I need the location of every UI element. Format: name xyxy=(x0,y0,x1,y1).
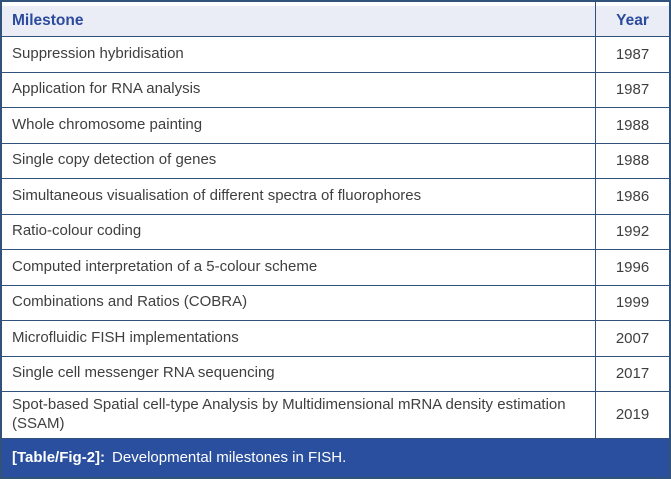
year-cell: 1999 xyxy=(595,285,669,320)
column-header-year: Year xyxy=(595,6,669,36)
milestone-cell: Single copy detection of genes xyxy=(12,151,217,169)
milestone-cell: Microfluidic FISH implementations xyxy=(12,328,239,346)
year-cell: 1987 xyxy=(595,72,669,107)
year-cell: 1988 xyxy=(595,143,669,178)
caption-label: [Table/Fig-2]: xyxy=(12,449,106,467)
table-row: Microfluidic FISH implementations 2007 xyxy=(2,321,669,357)
table-top-spacer xyxy=(2,2,669,6)
table-row: Application for RNA analysis 1987 xyxy=(2,72,669,108)
year-cell: 1996 xyxy=(595,250,669,285)
milestone-cell: Single cell messenger RNA sequencing xyxy=(12,364,275,382)
milestone-cell: Spot-based Spatial cell-type Analysis by… xyxy=(12,396,566,432)
table-row: Simultaneous visualisation of different … xyxy=(2,179,669,215)
milestone-cell: Computed interpretation of a 5-colour sc… xyxy=(12,257,318,275)
table-row: Combinations and Ratios (COBRA) 1999 xyxy=(2,285,669,321)
year-cell: 2019 xyxy=(595,392,669,438)
table-header-row: Milestone Year xyxy=(2,6,669,37)
caption-text: Developmental milestones in FISH. xyxy=(112,449,347,467)
table-row: Whole chromosome painting 1988 xyxy=(2,108,669,144)
milestone-cell: Application for RNA analysis xyxy=(12,80,201,98)
year-cell: 1988 xyxy=(595,108,669,143)
milestone-cell: Combinations and Ratios (COBRA) xyxy=(12,293,248,311)
milestone-cell: Ratio-colour coding xyxy=(12,222,142,240)
table-row: Ratio-colour coding 1992 xyxy=(2,214,669,250)
year-cell: 1986 xyxy=(595,179,669,214)
year-cell: 2007 xyxy=(595,321,669,356)
year-cell: 2017 xyxy=(595,356,669,391)
column-header-milestone: Milestone xyxy=(12,12,84,29)
table-body: Suppression hybridisation 1987 Applicati… xyxy=(2,37,669,439)
milestone-cell: Suppression hybridisation xyxy=(12,44,184,62)
table-row: Suppression hybridisation 1987 xyxy=(2,37,669,73)
milestone-cell: Simultaneous visualisation of different … xyxy=(12,186,422,204)
year-cell: 1987 xyxy=(595,37,669,72)
table-row: Spot-based Spatial cell-type Analysis by… xyxy=(2,392,669,439)
table-row: Single cell messenger RNA sequencing 201… xyxy=(2,356,669,392)
table-caption: [Table/Fig-2]: Developmental milestones … xyxy=(2,438,669,477)
milestone-cell: Whole chromosome painting xyxy=(12,115,203,133)
table-row: Single copy detection of genes 1988 xyxy=(2,143,669,179)
year-cell: 1992 xyxy=(595,214,669,249)
table-row: Computed interpretation of a 5-colour sc… xyxy=(2,250,669,286)
spacer-year-cell xyxy=(595,2,669,6)
